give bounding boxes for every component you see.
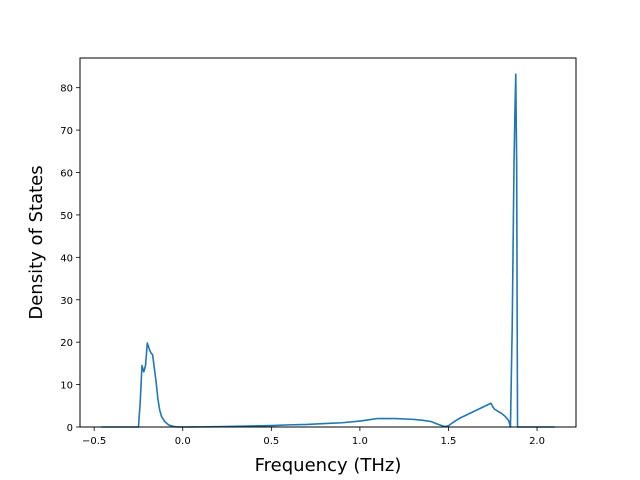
y-tick-label: 70	[60, 126, 73, 137]
y-tick-label: 0	[67, 423, 73, 434]
x-tick-label: 2.0	[529, 436, 545, 447]
series-line-0	[101, 73, 555, 428]
x-axis-label: Frequency (THz)	[255, 455, 402, 476]
x-tick-label: 1.0	[352, 436, 368, 447]
y-axis-ticks: 0 10 20 30 40 50 60 70 80	[60, 84, 80, 434]
y-tick-label: 10	[60, 381, 73, 392]
y-tick-label: 30	[60, 296, 73, 307]
y-tick-label: 60	[60, 169, 73, 180]
y-tick-label: 80	[60, 84, 73, 95]
y-axis-label: Density of States	[26, 165, 47, 319]
y-tick-label: 40	[60, 253, 73, 264]
x-tick-label: 0.5	[263, 436, 279, 447]
x-tick-label: 1.5	[441, 436, 457, 447]
y-tick-label: 50	[60, 211, 73, 222]
x-tick-label: 0.0	[175, 436, 191, 447]
plot-frame	[79, 57, 577, 428]
plot-background	[80, 58, 576, 427]
y-tick-label: 20	[60, 338, 73, 349]
x-tick-label: −0.5	[82, 436, 106, 447]
x-axis-ticks: −0.5 0.0 0.5 1.0 1.5 2.0	[82, 427, 545, 447]
series-group	[101, 73, 555, 428]
